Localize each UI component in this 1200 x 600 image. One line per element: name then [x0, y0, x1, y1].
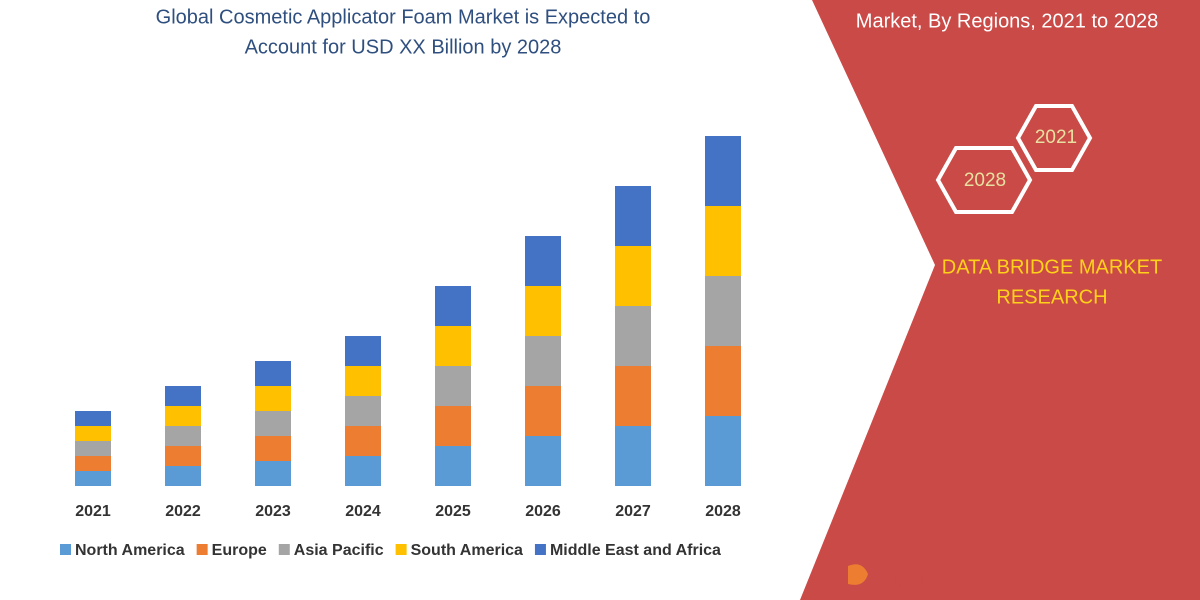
bar-segment	[255, 411, 291, 436]
x-tick-label: 2022	[165, 503, 201, 520]
bar-segment	[255, 436, 291, 461]
chart-title: Account for USD XX Billion by 2028	[245, 36, 562, 58]
x-tick-label: 2028	[705, 503, 741, 520]
bar-segment	[345, 366, 381, 396]
x-tick-label: 2026	[525, 503, 561, 520]
bar-segment	[75, 426, 111, 441]
bar-segment	[705, 206, 741, 276]
legend-label: South America	[411, 542, 523, 559]
brand-name: RESEARCH	[996, 286, 1107, 308]
bar-segment	[165, 426, 201, 446]
legend-label: Asia Pacific	[294, 542, 384, 559]
bar-segment	[345, 456, 381, 486]
bar-segment	[615, 186, 651, 246]
bar-segment	[435, 286, 471, 326]
chart-title: Global Cosmetic Applicator Foam Market i…	[156, 6, 651, 28]
legend-swatch	[196, 544, 208, 555]
bar-segment	[525, 286, 561, 336]
bar-segment	[345, 336, 381, 366]
bar-segment	[75, 441, 111, 456]
logo-icon	[848, 564, 868, 585]
bar-segment	[255, 386, 291, 411]
bar-segment	[255, 461, 291, 486]
legend-label: Middle East and Africa	[550, 542, 721, 559]
bar-segment	[525, 236, 561, 286]
legend-swatch	[395, 544, 407, 555]
hexagon	[1015, 104, 1093, 172]
legend-label: Europe	[212, 542, 267, 559]
bar-segment	[75, 471, 111, 486]
bar-segment	[165, 406, 201, 426]
legend-swatch	[278, 544, 290, 555]
bar-segment	[165, 386, 201, 406]
bar-segment	[705, 346, 741, 416]
side-heading: Market, By Regions, 2021 to 2028	[856, 10, 1158, 32]
bar-segment	[705, 276, 741, 346]
bar-segment	[435, 446, 471, 486]
legend-label: North America	[75, 542, 185, 559]
hexagon	[935, 146, 1033, 214]
bar-segment	[705, 416, 741, 486]
x-tick-label: 2025	[435, 503, 471, 520]
bar-segment	[615, 426, 651, 486]
logo-text: DATA BRIDGE	[892, 570, 1009, 590]
x-tick-label: 2023	[255, 503, 291, 520]
bar-segment	[255, 361, 291, 386]
bar-segment	[165, 466, 201, 486]
bar-segment	[615, 366, 651, 426]
bar-segment	[435, 406, 471, 446]
side-panel-background	[800, 0, 1200, 600]
bar-segment	[705, 136, 741, 206]
hexagon-label: 2028	[964, 170, 1006, 191]
bar-segment	[615, 306, 651, 366]
x-tick-label: 2024	[345, 503, 381, 520]
bar-segment	[435, 326, 471, 366]
bar-segment	[525, 436, 561, 486]
bar-segment	[345, 396, 381, 426]
legend-swatch	[534, 544, 546, 555]
bar-segment	[75, 411, 111, 426]
bar-segment	[345, 426, 381, 456]
x-tick-label: 2021	[75, 503, 111, 520]
bar-segment	[75, 456, 111, 471]
brand-name: DATA BRIDGE MARKET	[942, 256, 1162, 278]
hexagon-label: 2021	[1035, 127, 1077, 148]
bar-segment	[615, 246, 651, 306]
bar-segment	[435, 366, 471, 406]
bar-segment	[165, 446, 201, 466]
x-tick-label: 2027	[615, 503, 651, 520]
legend-swatch	[60, 544, 71, 555]
bar-segment	[525, 386, 561, 436]
bar-segment	[525, 336, 561, 386]
